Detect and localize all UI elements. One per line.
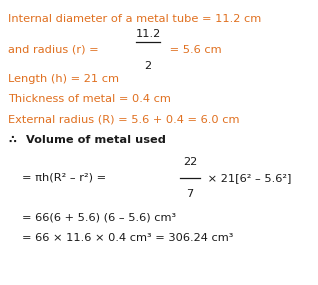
Text: Internal diameter of a metal tube = 11.2 cm: Internal diameter of a metal tube = 11.2… (8, 14, 261, 24)
Text: 11.2: 11.2 (135, 28, 161, 38)
Text: Volume of metal used: Volume of metal used (26, 135, 166, 145)
Text: and radius (r) =: and radius (r) = (8, 45, 102, 55)
Text: Length (h) = 21 cm: Length (h) = 21 cm (8, 74, 119, 84)
Text: = πh(R² – r²) =: = πh(R² – r²) = (22, 173, 110, 183)
Text: = 5.6 cm: = 5.6 cm (166, 45, 222, 55)
Text: External radius (R) = 5.6 + 0.4 = 6.0 cm: External radius (R) = 5.6 + 0.4 = 6.0 cm (8, 114, 239, 124)
Text: 7: 7 (186, 190, 194, 199)
Text: = 66(6 + 5.6) (6 – 5.6) cm³: = 66(6 + 5.6) (6 – 5.6) cm³ (22, 213, 176, 223)
Text: 2: 2 (144, 61, 152, 72)
Text: 22: 22 (183, 156, 197, 167)
Text: Thickness of metal = 0.4 cm: Thickness of metal = 0.4 cm (8, 94, 171, 104)
Text: ∴: ∴ (8, 135, 16, 145)
Text: × 21[6² – 5.6²]: × 21[6² – 5.6²] (204, 173, 291, 183)
Text: = 66 × 11.6 × 0.4 cm³ = 306.24 cm³: = 66 × 11.6 × 0.4 cm³ = 306.24 cm³ (22, 233, 233, 243)
